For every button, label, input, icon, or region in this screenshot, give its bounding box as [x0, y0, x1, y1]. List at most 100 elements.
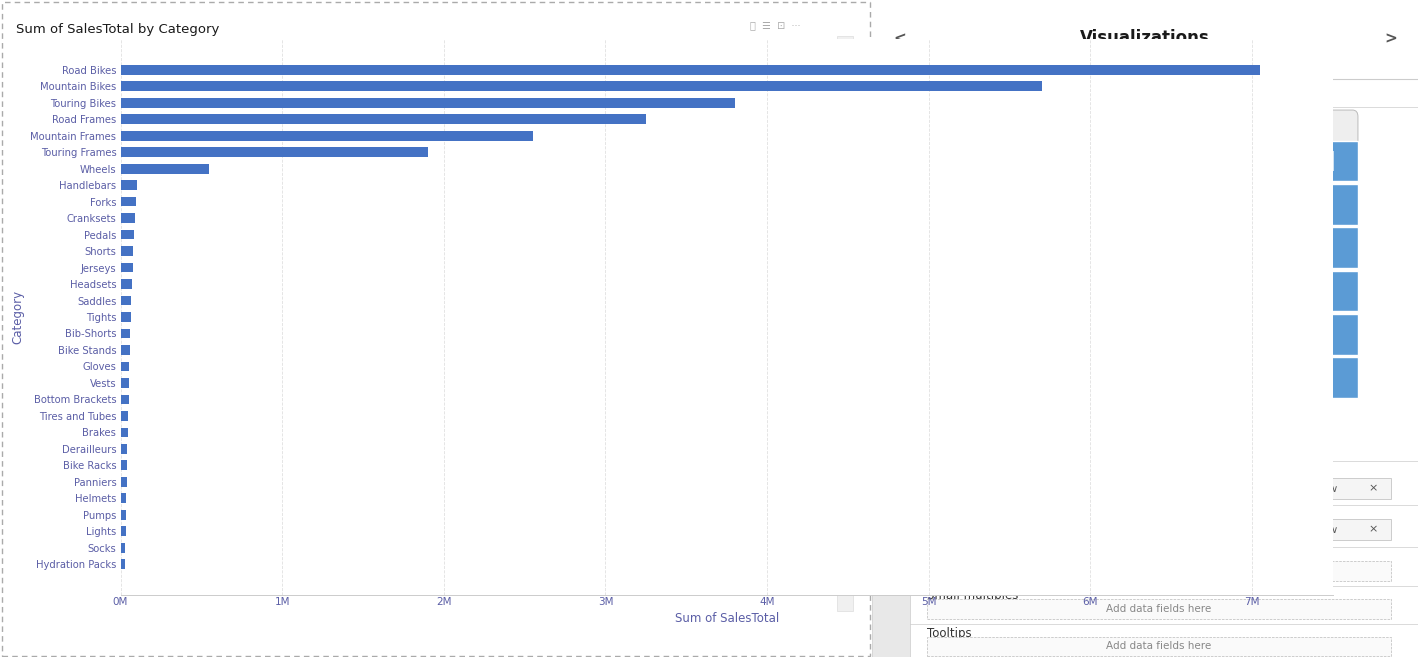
Text: Sum of SalesTotal by Category: Sum of SalesTotal by Category [16, 23, 218, 36]
Text: Visualizations: Visualizations [1081, 29, 1210, 47]
Bar [121, 444, 128, 454]
Text: Small multiples: Small multiples [927, 589, 1018, 602]
FancyBboxPatch shape [927, 561, 1391, 581]
FancyBboxPatch shape [980, 141, 1045, 181]
Text: Filters: Filters [886, 351, 896, 384]
Y-axis label: Category: Category [11, 290, 24, 344]
Bar [910, 79, 932, 112]
FancyBboxPatch shape [1136, 184, 1202, 225]
FancyBboxPatch shape [927, 637, 1391, 656]
X-axis label: Sum of SalesTotal: Sum of SalesTotal [675, 612, 778, 625]
Bar [1159, 154, 1164, 168]
FancyBboxPatch shape [1058, 314, 1123, 355]
Bar [925, 154, 930, 168]
FancyBboxPatch shape [980, 271, 1045, 311]
FancyBboxPatch shape [902, 357, 967, 398]
Bar [1236, 154, 1242, 168]
FancyBboxPatch shape [902, 141, 967, 181]
Bar [937, 150, 944, 171]
Bar [121, 328, 130, 338]
Text: Y-axis: Y-axis [927, 468, 960, 481]
Bar [121, 180, 136, 190]
Text: X-axis: X-axis [927, 509, 963, 522]
Bar [121, 296, 130, 306]
FancyBboxPatch shape [1058, 227, 1123, 268]
Bar [1314, 154, 1320, 168]
FancyBboxPatch shape [1214, 357, 1280, 398]
Bar [1222, 156, 1229, 166]
FancyBboxPatch shape [902, 271, 967, 311]
FancyBboxPatch shape [927, 478, 1391, 499]
Bar [121, 81, 1042, 91]
Text: Add data fields here: Add data fields here [1106, 641, 1211, 652]
FancyBboxPatch shape [1136, 314, 1202, 355]
FancyBboxPatch shape [1214, 271, 1280, 311]
Bar [121, 147, 428, 157]
Text: ×: × [1368, 524, 1378, 535]
FancyBboxPatch shape [1292, 227, 1358, 268]
FancyBboxPatch shape [902, 184, 967, 225]
Bar [872, 0, 1418, 79]
Text: 📌  ☰  ⊡  ···: 📌 ☰ ⊡ ··· [750, 20, 801, 30]
Bar [121, 229, 135, 240]
Text: ∨: ∨ [1330, 524, 1337, 535]
Text: Add data fields here: Add data fields here [1106, 566, 1211, 576]
FancyBboxPatch shape [1214, 314, 1280, 355]
FancyBboxPatch shape [1214, 184, 1280, 225]
Bar [121, 164, 210, 173]
Bar [121, 312, 130, 322]
Bar [1093, 150, 1100, 171]
Text: ∨: ∨ [1330, 484, 1337, 494]
Bar [988, 156, 995, 166]
Bar [121, 131, 533, 141]
FancyBboxPatch shape [1058, 184, 1123, 225]
Bar [121, 213, 135, 223]
Bar [1300, 156, 1307, 166]
Bar [121, 361, 129, 371]
Bar [121, 461, 128, 470]
FancyBboxPatch shape [902, 227, 967, 268]
FancyBboxPatch shape [1058, 357, 1123, 398]
FancyBboxPatch shape [980, 357, 1045, 398]
FancyBboxPatch shape [1058, 271, 1123, 311]
Bar [872, 79, 910, 657]
FancyBboxPatch shape [902, 401, 967, 442]
FancyBboxPatch shape [980, 401, 1045, 442]
Bar [121, 263, 133, 273]
Bar [121, 246, 133, 256]
FancyBboxPatch shape [1136, 357, 1202, 398]
FancyBboxPatch shape [1238, 110, 1358, 159]
Text: >: > [1384, 32, 1397, 47]
Bar [1144, 156, 1151, 166]
FancyBboxPatch shape [927, 519, 1391, 540]
FancyBboxPatch shape [1292, 271, 1358, 311]
FancyBboxPatch shape [1136, 227, 1202, 268]
Text: Legend: Legend [927, 551, 970, 564]
Bar [1171, 150, 1178, 171]
Bar [121, 196, 136, 206]
FancyBboxPatch shape [1292, 141, 1358, 181]
Bar [1081, 154, 1086, 168]
FancyBboxPatch shape [927, 599, 1391, 619]
Bar [839, 309, 851, 368]
Bar [121, 543, 125, 553]
Text: Tooltips: Tooltips [927, 627, 971, 640]
Bar [121, 378, 129, 388]
Bar [1066, 156, 1073, 166]
Bar [121, 493, 126, 503]
Text: <: < [893, 32, 906, 47]
Bar [121, 477, 126, 487]
Text: Add data fields here: Add data fields here [1106, 604, 1211, 614]
Text: Category: Category [943, 482, 997, 495]
Bar [1015, 150, 1022, 171]
FancyBboxPatch shape [1058, 141, 1123, 181]
Bar [121, 394, 129, 405]
FancyBboxPatch shape [902, 314, 967, 355]
Bar [121, 560, 125, 570]
FancyBboxPatch shape [1136, 141, 1202, 181]
Bar [910, 156, 917, 166]
Bar [121, 98, 735, 108]
FancyBboxPatch shape [1292, 184, 1358, 225]
Bar [121, 345, 130, 355]
FancyBboxPatch shape [1214, 141, 1280, 181]
